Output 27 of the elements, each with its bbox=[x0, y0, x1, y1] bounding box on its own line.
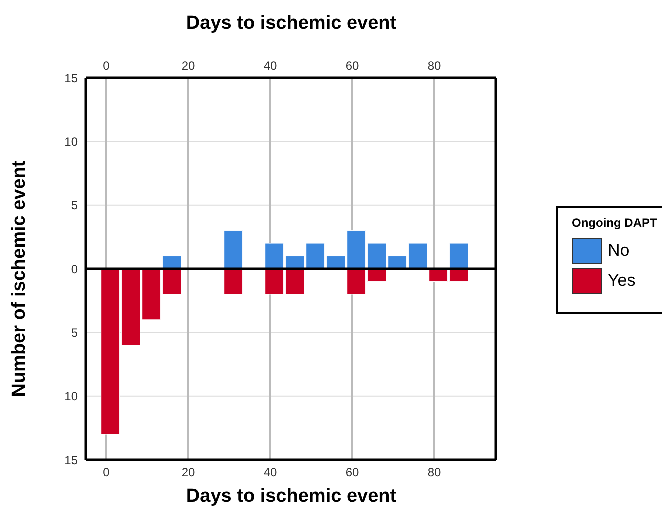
y-tick-label: 5 bbox=[71, 326, 78, 340]
x2-tick-label: 40 bbox=[264, 466, 278, 480]
x2-tick-label: 0 bbox=[103, 466, 110, 480]
legend-label: No bbox=[608, 241, 630, 261]
y-tick-label: 10 bbox=[64, 134, 78, 149]
y-axis-title: Number of ischemic event bbox=[9, 160, 31, 400]
x-tick-label: 80 bbox=[428, 59, 442, 73]
x2-tick-label: 80 bbox=[428, 466, 442, 480]
x-axis-title: Days to ischemic event bbox=[185, 486, 398, 508]
bar bbox=[224, 268, 244, 295]
legend-label: Yes bbox=[608, 271, 636, 291]
x-tick-label: 40 bbox=[264, 59, 278, 73]
bar bbox=[224, 230, 244, 270]
y-tick-label: 10 bbox=[64, 390, 78, 404]
y-tick-label: 5 bbox=[71, 198, 78, 213]
bar bbox=[450, 243, 469, 270]
bar bbox=[162, 256, 182, 270]
x-tick-label: 0 bbox=[103, 59, 110, 73]
x-tick-label: 20 bbox=[182, 59, 196, 73]
y-tick-label: 15 bbox=[64, 71, 78, 86]
y-tick-label: 0 bbox=[71, 262, 78, 276]
legend-title: Ongoing DAPT bbox=[572, 216, 658, 230]
x-tick-label: 60 bbox=[346, 59, 360, 73]
x2-axis-title: Days to ischemic event bbox=[185, 13, 398, 35]
x2-tick-label: 60 bbox=[346, 466, 360, 480]
x2-tick-label: 20 bbox=[182, 466, 196, 480]
y-tick-label: 15 bbox=[64, 453, 78, 468]
